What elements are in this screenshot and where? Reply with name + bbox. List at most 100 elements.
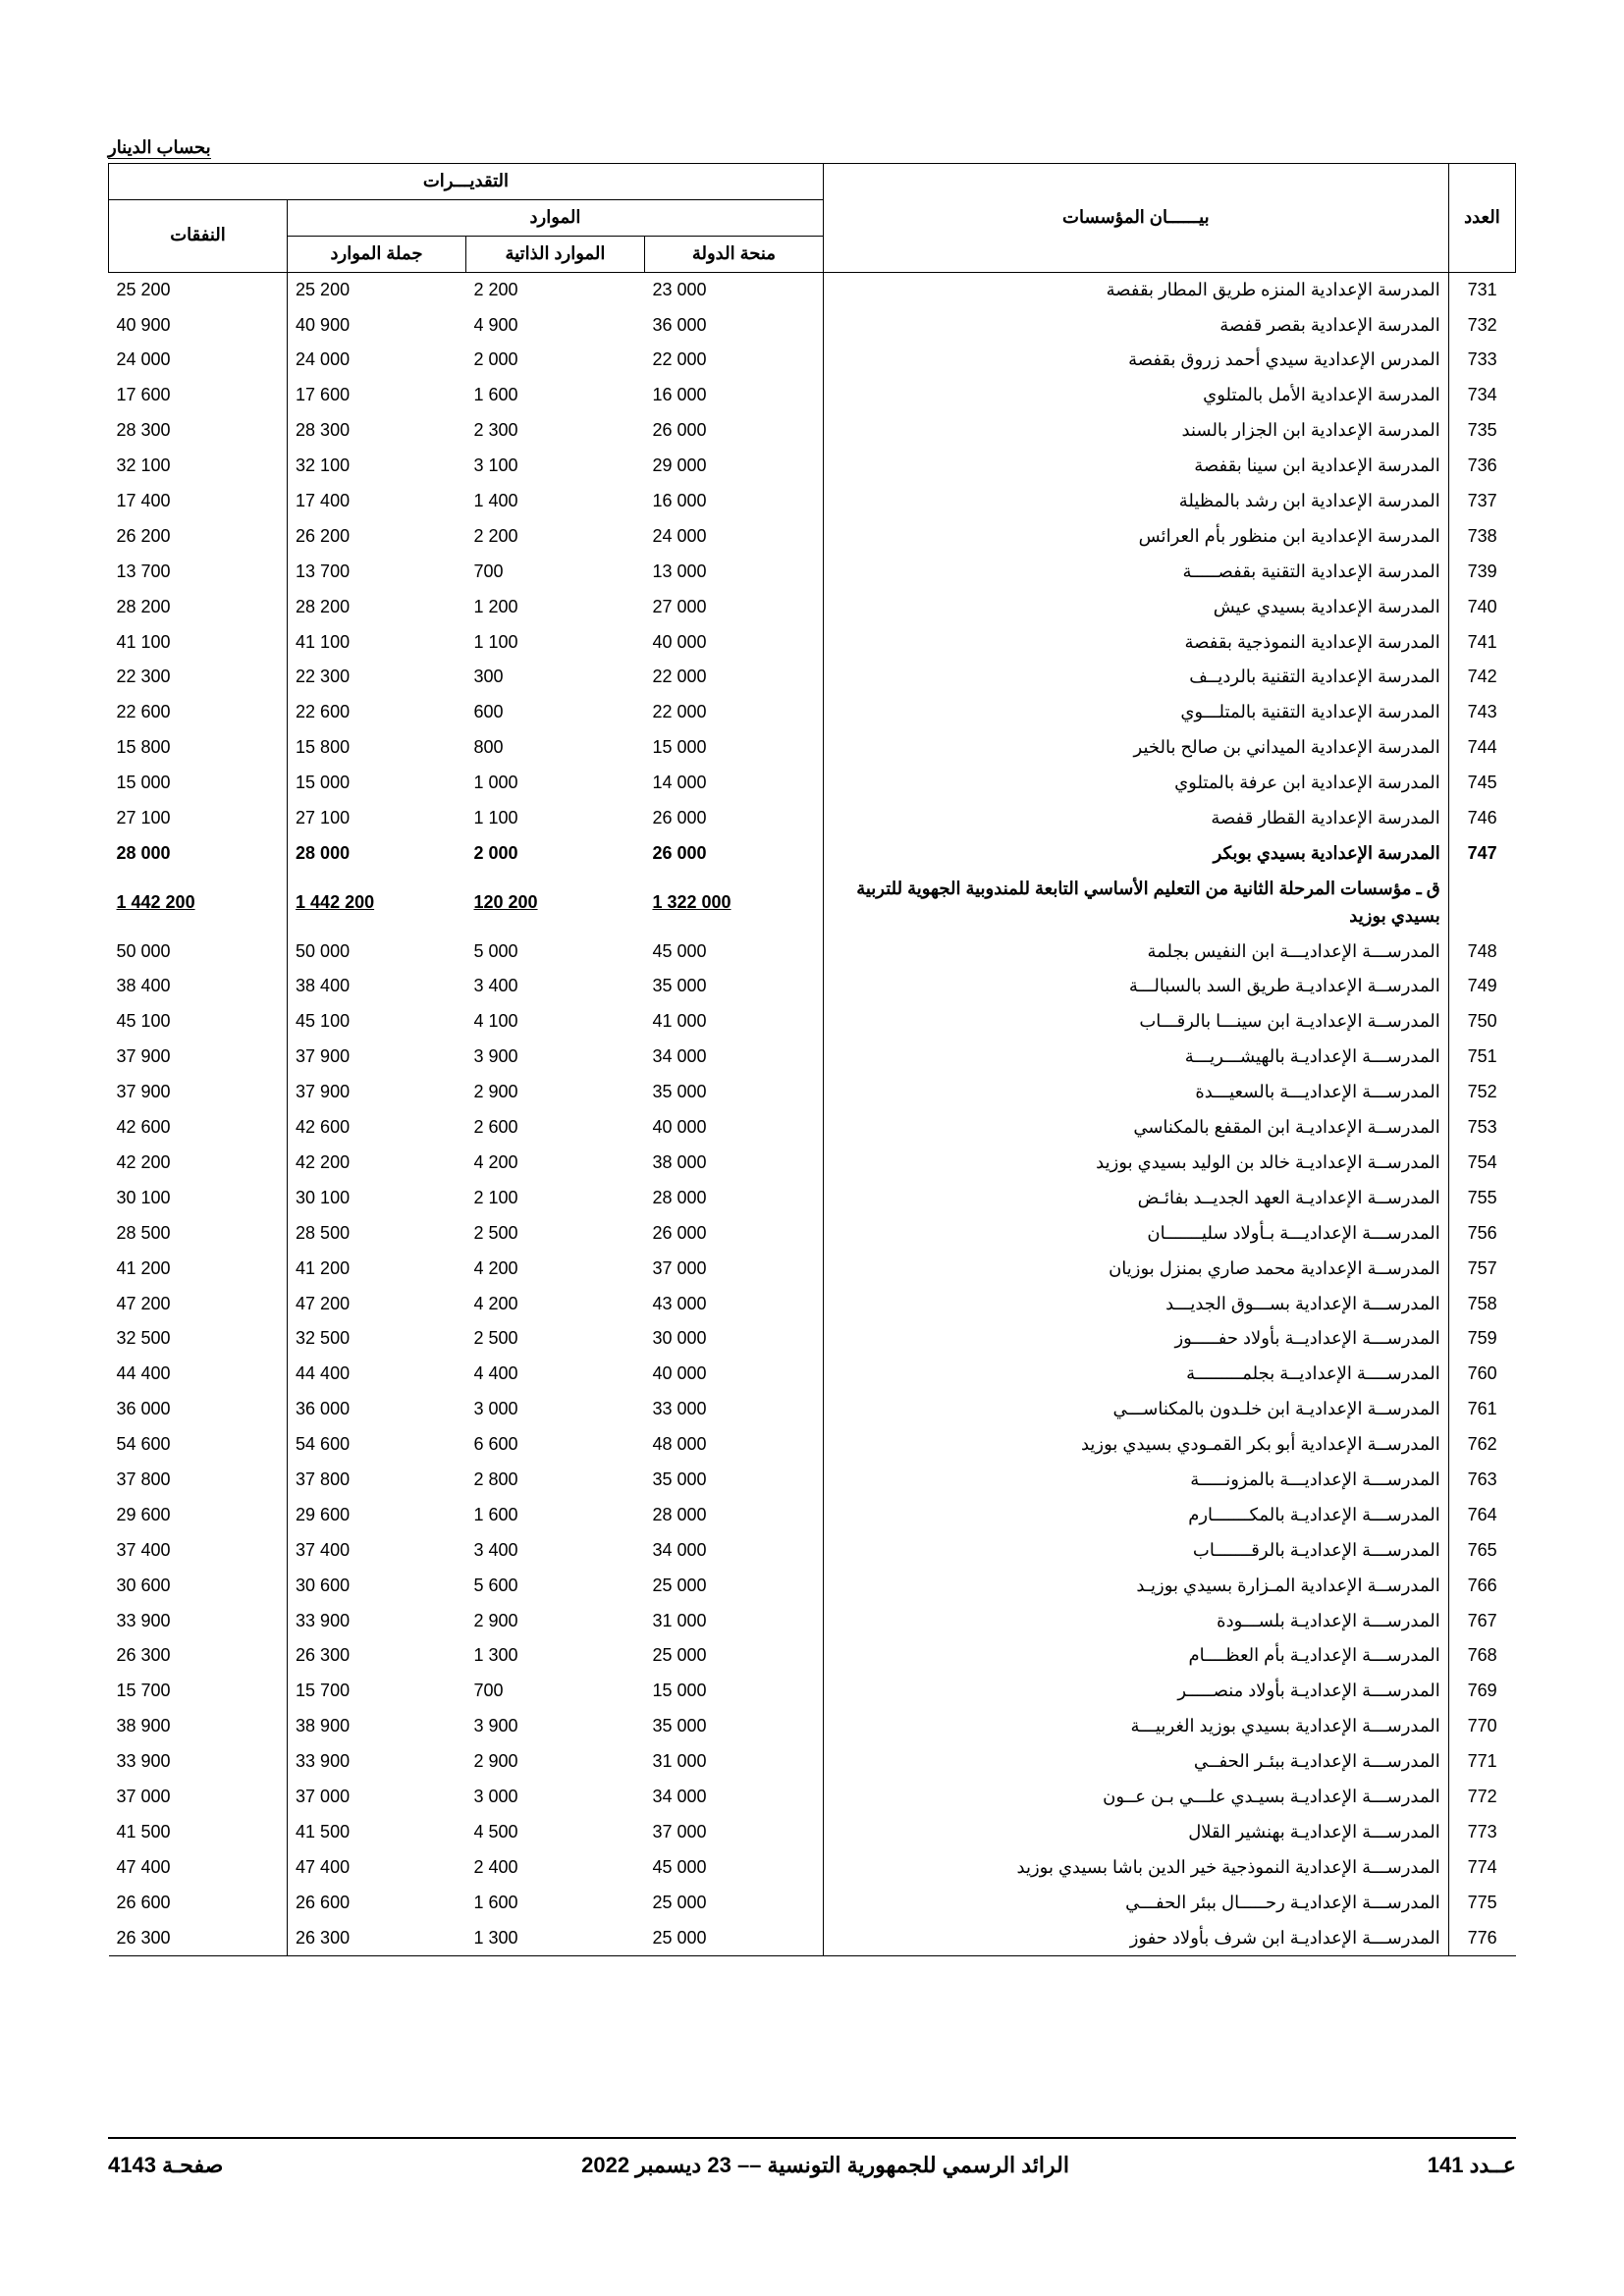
cell-expenses: 26 300 — [109, 1921, 288, 1956]
table-row: 735المدرسة الإعدادية ابن الجزار بالسند26… — [109, 413, 1516, 449]
cell-t: 38 900 — [288, 1709, 466, 1744]
cell-g: 37 000 — [644, 1815, 823, 1850]
cell-name: المدرســة الإعداديـة طريق السد بالسبالــ… — [823, 969, 1448, 1004]
cell-name: المدرسة الإعدادية التقنية بالرديــف — [823, 660, 1448, 695]
cell-g: 22 000 — [644, 660, 823, 695]
cell-expenses: 26 600 — [109, 1886, 288, 1921]
cell-num: 769 — [1448, 1674, 1515, 1709]
cell-expenses: 40 900 — [109, 308, 288, 344]
cell-t: 45 100 — [288, 1004, 466, 1040]
cell-name: المدرســـة الإعداديـــة بالسعيـــدة — [823, 1075, 1448, 1110]
cell-g: 25 000 — [644, 1886, 823, 1921]
cell-o: 3 000 — [465, 1780, 644, 1815]
cell-name: المدرسة الإعدادية بسيدي عيش — [823, 590, 1448, 625]
cell-num: 770 — [1448, 1709, 1515, 1744]
cell-expenses: 17 400 — [109, 484, 288, 519]
cell-o: 4 400 — [465, 1357, 644, 1392]
table-row: 733المدرس الإعدادية سيدي أحمد زروق بقفصة… — [109, 343, 1516, 378]
cell-o: 2 100 — [465, 1181, 644, 1216]
cell-g: 40 000 — [644, 625, 823, 661]
cell-g: 25 000 — [644, 1638, 823, 1674]
cell-g: 28 000 — [644, 1498, 823, 1533]
cell-num: 743 — [1448, 695, 1515, 730]
cell-num: 747 — [1448, 836, 1515, 872]
cell-g: 16 000 — [644, 484, 823, 519]
cell-o: 800 — [465, 730, 644, 766]
cell-name: المدرســـة الإعداديـة بسيـدي علـــي بـن … — [823, 1780, 1448, 1815]
cell-g: 29 000 — [644, 449, 823, 484]
cell-o: 2 900 — [465, 1604, 644, 1639]
cell-num: 773 — [1448, 1815, 1515, 1850]
cell-expenses: 22 300 — [109, 660, 288, 695]
cell-o: 2 500 — [465, 1321, 644, 1357]
cell-t: 41 500 — [288, 1815, 466, 1850]
table-row: 746المدرسة الإعدادية القطار قفصة26 0001 … — [109, 801, 1516, 836]
cell-name: المدرســة الإعدادية محمد صاري بمنزل بوزي… — [823, 1252, 1448, 1287]
cell-o: 600 — [465, 695, 644, 730]
cell-g: 1 322 000 — [644, 872, 823, 934]
cell-g: 15 000 — [644, 1674, 823, 1709]
cell-o: 3 900 — [465, 1709, 644, 1744]
cell-o: 1 100 — [465, 625, 644, 661]
cell-num: 732 — [1448, 308, 1515, 344]
cell-expenses: 22 600 — [109, 695, 288, 730]
cell-o: 3 900 — [465, 1040, 644, 1075]
cell-t: 42 600 — [288, 1110, 466, 1146]
cell-expenses: 33 900 — [109, 1604, 288, 1639]
cell-name: المدرســة الإعداديـة خالد بن الوليد بسيد… — [823, 1146, 1448, 1181]
table-row: 762المدرســة الإعدادية أبو بكر القمـودي … — [109, 1427, 1516, 1463]
table-row: 742المدرسة الإعدادية التقنية بالرديــف22… — [109, 660, 1516, 695]
cell-t: 26 200 — [288, 519, 466, 555]
cell-t: 26 600 — [288, 1886, 466, 1921]
cell-name: المدرســـة الإعداديـة بالرقـــــــاب — [823, 1533, 1448, 1569]
cell-g: 35 000 — [644, 1075, 823, 1110]
cell-num: 736 — [1448, 449, 1515, 484]
cell-num: 761 — [1448, 1392, 1515, 1427]
cell-o: 2 600 — [465, 1110, 644, 1146]
cell-expenses: 38 900 — [109, 1709, 288, 1744]
cell-o: 1 300 — [465, 1921, 644, 1956]
cell-g: 16 000 — [644, 378, 823, 413]
cell-g: 26 000 — [644, 413, 823, 449]
cell-g: 40 000 — [644, 1110, 823, 1146]
cell-t: 27 100 — [288, 801, 466, 836]
cell-g: 15 000 — [644, 730, 823, 766]
cell-t: 37 900 — [288, 1075, 466, 1110]
cell-t: 42 200 — [288, 1146, 466, 1181]
cell-num: 738 — [1448, 519, 1515, 555]
cell-g: 23 000 — [644, 272, 823, 307]
cell-expenses: 41 100 — [109, 625, 288, 661]
cell-g: 34 000 — [644, 1780, 823, 1815]
cell-num: 763 — [1448, 1463, 1515, 1498]
cell-expenses: 29 600 — [109, 1498, 288, 1533]
cell-name: المدرســـة الإعداديـة بالمكـــــــارم — [823, 1498, 1448, 1533]
page: بحساب الدينار العدد بيــــــان المؤسسات … — [0, 0, 1624, 2296]
cell-name: ق ـ مؤسسات المرحلة الثانية من التعليم ال… — [823, 872, 1448, 934]
cell-expenses: 15 700 — [109, 1674, 288, 1709]
cell-t: 36 000 — [288, 1392, 466, 1427]
cell-num: 765 — [1448, 1533, 1515, 1569]
cell-num: 757 — [1448, 1252, 1515, 1287]
table-head: العدد بيــــــان المؤسسات التقديـــرات ا… — [109, 164, 1516, 273]
cell-expenses: 47 400 — [109, 1850, 288, 1886]
cell-o: 1 200 — [465, 590, 644, 625]
table-row: 773المدرســـة الإعداديـة بهنشير القلال37… — [109, 1815, 1516, 1850]
cell-t: 29 600 — [288, 1498, 466, 1533]
cell-expenses: 28 200 — [109, 590, 288, 625]
cell-name: المدرســـة الإعداديـــة بالمزونـــــة — [823, 1463, 1448, 1498]
table-row: 751المدرســـة الإعداديـة بالهيشـــريـــة… — [109, 1040, 1516, 1075]
table-row: 765المدرســـة الإعداديـة بالرقـــــــاب3… — [109, 1533, 1516, 1569]
cell-expenses: 41 200 — [109, 1252, 288, 1287]
cell-name: المدرســـة الإعداديـة بأم العظــــام — [823, 1638, 1448, 1674]
cell-expenses: 44 400 — [109, 1357, 288, 1392]
cell-num: 744 — [1448, 730, 1515, 766]
cell-expenses: 13 700 — [109, 555, 288, 590]
cell-expenses: 32 100 — [109, 449, 288, 484]
cell-t: 32 100 — [288, 449, 466, 484]
cell-num: 752 — [1448, 1075, 1515, 1110]
cell-t: 17 400 — [288, 484, 466, 519]
cell-o: 2 500 — [465, 1216, 644, 1252]
table-row: 741المدرسة الإعدادية النموذجية بقفصة40 0… — [109, 625, 1516, 661]
table-row: ق ـ مؤسسات المرحلة الثانية من التعليم ال… — [109, 872, 1516, 934]
cell-o: 700 — [465, 555, 644, 590]
